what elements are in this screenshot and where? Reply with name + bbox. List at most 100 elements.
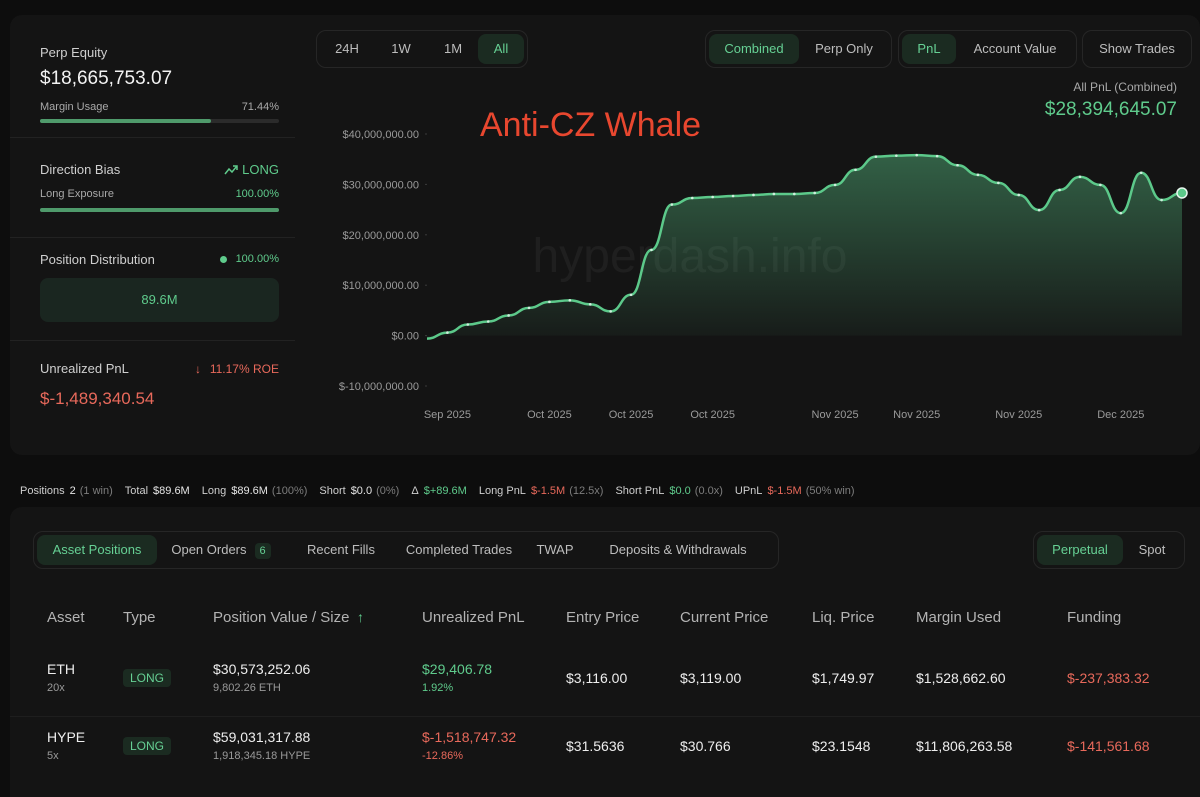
annotation: Anti-CZ Whale bbox=[480, 106, 701, 144]
direction: LONG bbox=[242, 162, 279, 177]
point bbox=[1139, 171, 1143, 175]
leverage: 20x bbox=[47, 682, 65, 694]
column-header: Unrealized PnL bbox=[422, 609, 525, 626]
stat-note: (50% win) bbox=[805, 485, 855, 497]
tab[interactable]: Deposits & Withdrawals bbox=[589, 535, 767, 565]
stat-label: Long bbox=[201, 485, 227, 497]
point bbox=[956, 163, 959, 167]
tab[interactable]: Spot bbox=[1138, 542, 1166, 557]
tab[interactable]: Account Value bbox=[973, 41, 1057, 56]
asset: ETH bbox=[47, 661, 75, 677]
current-price: $30.766 bbox=[680, 738, 731, 754]
exposure-track bbox=[40, 208, 279, 212]
x-tick-label: Nov 2025 bbox=[812, 409, 859, 421]
point bbox=[731, 194, 735, 198]
tab[interactable]: TWAP bbox=[521, 535, 589, 565]
stat-note: (12.5x) bbox=[569, 485, 604, 497]
roe: 11.17% ROE bbox=[209, 362, 279, 376]
point bbox=[833, 183, 837, 187]
stat-label: UPnL bbox=[734, 485, 763, 497]
tab[interactable]: Perp Only bbox=[815, 41, 873, 56]
point bbox=[690, 196, 694, 200]
point bbox=[568, 299, 572, 302]
y-tick-label: $0.00 bbox=[391, 331, 419, 343]
stat: Short $0.0 (0%) bbox=[319, 485, 399, 497]
stat-value: $89.6M bbox=[153, 485, 190, 497]
tab[interactable]: Completed Trades bbox=[397, 535, 521, 565]
tab[interactable]: Recent Fills bbox=[285, 535, 397, 565]
stat-note: (1 win) bbox=[79, 485, 113, 497]
stat-value: $89.6M bbox=[231, 485, 268, 497]
x-tick-label: Sep 2025 bbox=[424, 409, 471, 421]
liq-price: $1,749.97 bbox=[812, 670, 875, 686]
margin-used: $11,806,263.58 bbox=[916, 738, 1013, 754]
view-tabs: Combined Perp Only bbox=[705, 30, 892, 68]
y-tick-label: $40,000,000.00 bbox=[343, 129, 419, 141]
margin-bar bbox=[40, 119, 211, 123]
y-tick-label: $-10,000,000.00 bbox=[339, 381, 419, 393]
pnl-percent: -12.86% bbox=[422, 750, 463, 762]
tab[interactable]: 1W bbox=[391, 41, 411, 56]
chart-subtitle: All PnL (Combined) bbox=[1073, 80, 1177, 94]
point bbox=[976, 173, 980, 177]
tab[interactable]: Perpetual bbox=[1037, 535, 1123, 565]
funding: $-141,561.68 bbox=[1067, 738, 1150, 754]
column-header: Margin Used bbox=[916, 609, 1002, 626]
point bbox=[670, 203, 674, 206]
row-divider bbox=[10, 716, 1200, 717]
stat-label: Positions bbox=[20, 485, 65, 497]
pnl-percent: 1.92% bbox=[422, 682, 454, 694]
margin-track bbox=[40, 119, 279, 123]
x-tick-label: Oct 2025 bbox=[527, 409, 572, 421]
tab[interactable]: Open Orders 6 bbox=[157, 535, 285, 565]
tab[interactable]: Asset Positions bbox=[37, 535, 157, 565]
stat-note: (0%) bbox=[376, 485, 400, 497]
column-header: Funding bbox=[1067, 609, 1122, 626]
tab-label: TWAP bbox=[536, 542, 574, 557]
arrow: ↓ bbox=[195, 362, 201, 376]
separator bbox=[10, 340, 295, 341]
stat: Long $89.6M (100%) bbox=[202, 485, 308, 497]
stat: Long PnL $-1.5M (12.5x) bbox=[479, 485, 604, 497]
point bbox=[1119, 211, 1123, 215]
tab[interactable]: 1M bbox=[443, 41, 463, 56]
point bbox=[792, 192, 796, 196]
stat-value: $-1.5M bbox=[530, 485, 566, 497]
tab-label: Deposits & Withdrawals bbox=[609, 542, 747, 557]
show-trades[interactable]: Show Trades bbox=[1099, 41, 1175, 56]
asset: HYPE bbox=[47, 729, 86, 745]
point bbox=[548, 300, 551, 304]
label: Direction Bias bbox=[40, 162, 121, 177]
column-header: Entry Price bbox=[566, 609, 640, 626]
point bbox=[527, 306, 531, 310]
tab[interactable]: PnL bbox=[902, 34, 956, 64]
point bbox=[752, 193, 755, 197]
funding: $-237,383.32 bbox=[1067, 670, 1150, 686]
dot bbox=[220, 256, 227, 263]
point bbox=[629, 293, 633, 297]
positions-panel bbox=[10, 507, 1200, 797]
point bbox=[446, 331, 449, 334]
point bbox=[915, 153, 919, 157]
unrealized-pnl: $-1,518,747.32 bbox=[422, 729, 517, 745]
point bbox=[588, 303, 592, 306]
x-tick-label: Oct 2025 bbox=[690, 409, 735, 421]
exposure-bar bbox=[40, 208, 279, 212]
point bbox=[609, 310, 612, 313]
tab[interactable]: Combined bbox=[709, 34, 799, 64]
value: 100.00% bbox=[235, 253, 279, 265]
position-tabs: Asset Positions Open Orders 6 Recent Fills C… bbox=[33, 531, 779, 569]
chart: hyperdash.info Anti-CZ Whale $-10,000,00… bbox=[339, 106, 1188, 421]
point bbox=[1078, 175, 1082, 179]
trend-icon bbox=[224, 165, 238, 175]
column-header: Liq. Price bbox=[812, 609, 875, 626]
separator bbox=[10, 237, 295, 238]
point bbox=[1037, 208, 1041, 212]
stats-bar: Positions 2 (1 win) Total $89.6M Long $89.6M (1… bbox=[20, 485, 867, 497]
tab[interactable]: 24H bbox=[335, 41, 359, 56]
tab[interactable]: All bbox=[478, 34, 524, 64]
label: Unrealized PnL bbox=[40, 361, 129, 376]
column-header: Type bbox=[123, 609, 156, 626]
stat-value: $0.0 bbox=[669, 485, 691, 497]
